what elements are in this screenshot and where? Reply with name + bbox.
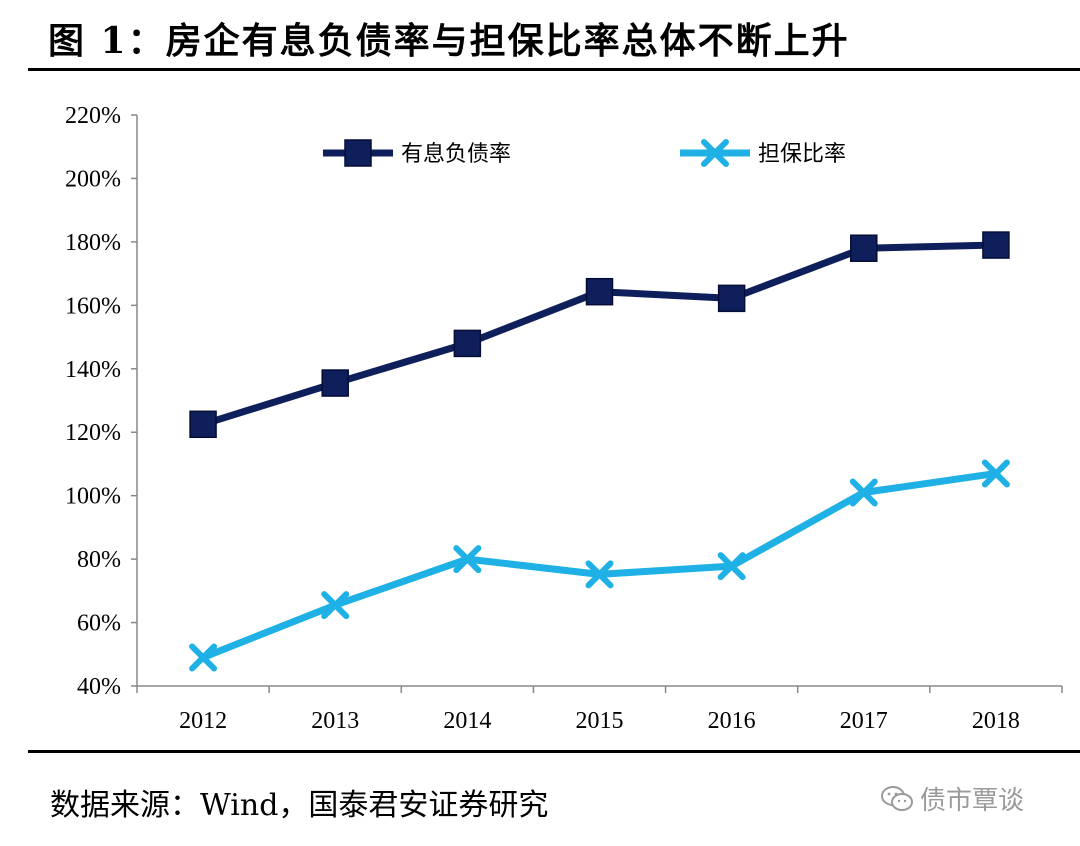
marker-stroke: [585, 560, 614, 589]
watermark-text: 债市覃谈: [920, 786, 1025, 816]
data-point: [453, 329, 482, 358]
data-point: [585, 277, 614, 306]
bottom-rule: [28, 750, 1080, 753]
marker-stroke: [189, 643, 218, 672]
data-point: [189, 643, 218, 672]
y-tick-label: 120%: [65, 420, 121, 446]
chart-axes: 40% 60% 80% 100% 120% 140% 160% 180% 200% 220% 201…: [65, 103, 1063, 734]
y-tick-label: 200%: [65, 166, 121, 192]
data-point: [321, 591, 350, 620]
x-tick-label: 2012: [179, 708, 227, 734]
data-point: [981, 459, 1010, 488]
legend-label: 有息负债率: [401, 142, 511, 167]
y-tick-label: 160%: [65, 293, 121, 319]
x-tick-label: 2013: [311, 708, 359, 734]
data-point: [585, 560, 614, 589]
marker-stroke: [849, 478, 878, 507]
x-tick-label: 2014: [443, 708, 491, 734]
data-point: [850, 234, 878, 262]
y-tick-label: 60%: [77, 611, 121, 637]
x-tick-label: 2016: [708, 708, 756, 734]
marker-stroke: [453, 545, 482, 574]
chart-series: [189, 231, 1010, 672]
data-point: [321, 369, 349, 397]
figure-title: 图 1：房企有息负债率与担保比率总体不断上升: [48, 20, 850, 62]
data-point: [849, 478, 878, 507]
marker-stroke: [321, 591, 350, 620]
marker-stroke: [717, 552, 746, 581]
wechat-icon: [881, 785, 913, 811]
watermark: 债市覃谈: [880, 780, 1024, 817]
marker-stroke: [701, 139, 729, 167]
top-rule: [28, 68, 1080, 71]
y-tick-label: 140%: [65, 357, 121, 383]
data-point: [717, 284, 746, 313]
figure-source: 数据来源：Wind，国泰君安证券研究: [50, 788, 549, 823]
y-tick-label: 180%: [65, 230, 121, 256]
data-point: [982, 231, 1010, 259]
chart-legend: 有息负债率 担保比率: [323, 139, 846, 167]
data-point: [717, 552, 746, 581]
series-line-1: [202, 241, 997, 428]
y-tick-label: 220%: [65, 103, 121, 129]
x-tick-label: 2018: [972, 708, 1020, 734]
data-point: [189, 410, 217, 439]
legend-swatch-marker: [701, 139, 729, 167]
legend-swatch-marker: [344, 139, 372, 167]
y-tick-label: 80%: [77, 547, 121, 573]
legend-label: 担保比率: [758, 142, 846, 167]
y-tick-label: 100%: [65, 484, 121, 510]
x-tick-label: 2017: [840, 708, 888, 734]
marker-stroke: [981, 459, 1010, 488]
y-tick-label: 40%: [77, 674, 121, 700]
series-line-2: [201, 469, 997, 661]
x-tick-label: 2015: [576, 708, 624, 734]
line-chart: 40% 60% 80% 100% 120% 140% 160% 180% 200% 220% 201…: [65, 103, 1063, 734]
data-point: [453, 545, 482, 574]
